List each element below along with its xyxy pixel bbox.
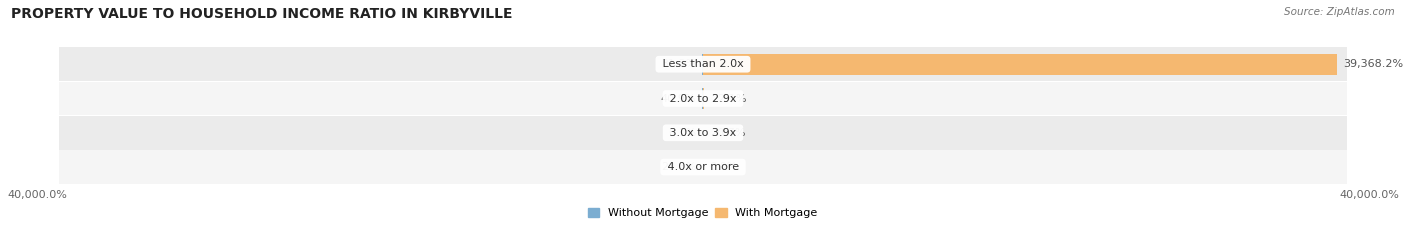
Text: 4.0x or more: 4.0x or more [664,162,742,172]
Bar [59,82,1347,115]
Legend: Without Mortgage, With Mortgage: Without Mortgage, With Mortgage [588,208,818,218]
Text: 20.6%: 20.6% [661,162,696,172]
Text: 6.1%: 6.1% [668,128,696,138]
Text: 0.0%: 0.0% [710,162,738,172]
Bar [703,54,1337,75]
Text: 40,000.0%: 40,000.0% [7,190,67,200]
Bar [59,150,1347,184]
Text: 40,000.0%: 40,000.0% [1339,190,1399,200]
Text: Source: ZipAtlas.com: Source: ZipAtlas.com [1284,7,1395,17]
Text: 31.3%: 31.3% [661,59,696,69]
Text: 72.1%: 72.1% [710,93,747,103]
Bar [59,48,1347,81]
Text: 2.0x to 2.9x: 2.0x to 2.9x [666,93,740,103]
Text: Less than 2.0x: Less than 2.0x [659,59,747,69]
Text: PROPERTY VALUE TO HOUSEHOLD INCOME RATIO IN KIRBYVILLE: PROPERTY VALUE TO HOUSEHOLD INCOME RATIO… [11,7,513,21]
Text: 20.7%: 20.7% [710,128,745,138]
Text: 40.9%: 40.9% [661,93,696,103]
Text: 3.0x to 3.9x: 3.0x to 3.9x [666,128,740,138]
Bar [59,116,1347,150]
Text: 39,368.2%: 39,368.2% [1344,59,1403,69]
